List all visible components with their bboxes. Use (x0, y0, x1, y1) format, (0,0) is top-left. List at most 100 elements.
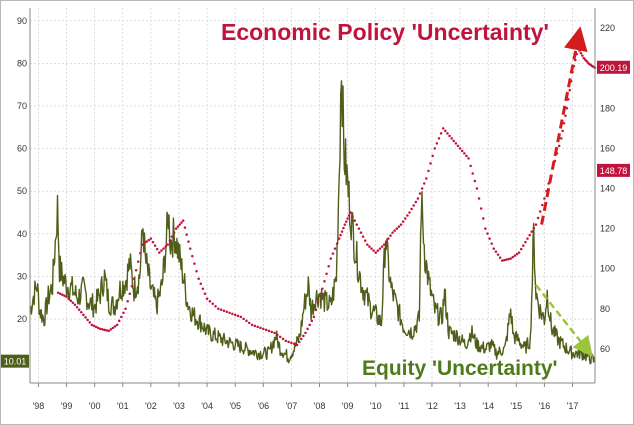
policy-uncertainty-point (75, 306, 79, 309)
policy-uncertainty-point (160, 249, 163, 252)
policy-uncertainty-point (287, 340, 290, 344)
policy-uncertainty-point (94, 325, 98, 329)
policy-uncertainty-point (385, 240, 388, 243)
left-tick-label: 90 (17, 16, 27, 26)
policy-uncertainty-point (124, 307, 127, 311)
policy-uncertainty-point (228, 311, 231, 315)
policy-uncertainty-point (101, 328, 104, 331)
left-tick-label: 40 (17, 229, 27, 239)
policy-uncertainty-point (382, 243, 386, 246)
x-tick-label: '07 (286, 401, 298, 411)
policy-uncertainty-point (467, 157, 470, 160)
policy-uncertainty-point (538, 210, 542, 213)
policy-uncertainty-point (471, 172, 474, 175)
policy-uncertainty-point (509, 257, 512, 260)
policy-uncertainty-point (473, 179, 477, 183)
policy-uncertainty-point (541, 203, 544, 207)
policy-uncertainty-point (201, 287, 205, 290)
policy-uncertainty-point (122, 311, 125, 315)
x-tick-label: '08 (314, 401, 326, 411)
policy-uncertainty-point (401, 220, 405, 223)
policy-uncertainty-point (528, 233, 531, 237)
policy-uncertainty-point (397, 225, 401, 228)
policy-trend-arrow (540, 26, 588, 225)
policy-uncertainty-point (188, 247, 192, 250)
policy-uncertainty-point (395, 227, 399, 230)
policy-uncertainty-point (339, 233, 342, 237)
policy-uncertainty-point (536, 216, 540, 220)
equity-uncertainty-label: Equity 'Uncertainty' (362, 357, 558, 380)
right-tick-label: 120 (600, 224, 615, 234)
policy-uncertainty-point (71, 301, 75, 305)
x-tick-label: '12 (426, 401, 438, 411)
policy-uncertainty-point (530, 230, 534, 233)
policy-uncertainty-point (231, 312, 234, 316)
policy-uncertainty-point (63, 294, 66, 298)
policy-uncertainty-point (292, 342, 296, 346)
policy-uncertainty-point (378, 247, 382, 250)
last-value-text: 200.19 (600, 63, 628, 73)
policy-uncertainty-point (278, 335, 282, 339)
policy-uncertainty-point (399, 223, 403, 226)
policy-uncertainty-point (270, 330, 273, 334)
policy-uncertainty-point (337, 237, 341, 240)
policy-uncertainty-point (217, 307, 220, 311)
policy-uncertainty-point (361, 235, 365, 238)
policy-uncertainty-point (178, 223, 181, 226)
policy-uncertainty-point (300, 337, 303, 341)
policy-uncertainty-point (96, 326, 100, 330)
policy-uncertainty-point (267, 329, 271, 333)
policy-uncertainty-point (578, 49, 581, 52)
x-tick-label: '01 (117, 401, 129, 411)
right-tick-label: 160 (600, 143, 615, 153)
policy-uncertainty-point (427, 169, 430, 173)
policy-uncertainty-point (357, 227, 361, 230)
policy-uncertainty-point (363, 239, 367, 242)
policy-uncertainty-point (503, 258, 506, 262)
policy-uncertainty-point (174, 227, 178, 230)
policy-uncertainty-point (351, 215, 354, 218)
policy-uncertainty-point (117, 319, 121, 323)
policy-uncertainty-point (208, 300, 212, 303)
policy-uncertainty-point (168, 239, 172, 242)
policy-uncertainty-point (412, 204, 415, 207)
policy-uncertainty-point (517, 251, 521, 254)
x-tick-label: '17 (567, 401, 579, 411)
policy-uncertainty-point (519, 247, 523, 251)
right-tick-label: 100 (600, 264, 615, 274)
x-tick-label: '06 (257, 401, 269, 411)
policy-uncertainty-point (314, 308, 318, 312)
last-value-text: 148.78 (600, 166, 628, 176)
policy-uncertainty-point (162, 247, 165, 250)
policy-uncertainty-point (496, 253, 500, 256)
policy-uncertainty-point (180, 221, 183, 224)
policy-uncertainty-point (565, 107, 569, 110)
policy-uncertainty-point (158, 251, 161, 254)
policy-uncertainty-point (199, 282, 203, 285)
policy-uncertainty-point (349, 211, 352, 214)
policy-uncertainty-point (236, 314, 240, 318)
policy-uncertainty-point (448, 134, 451, 138)
x-tick-label: '09 (342, 401, 354, 411)
policy-uncertainty-point (391, 231, 394, 234)
policy-uncertainty-point (193, 262, 196, 265)
policy-uncertainty-point (120, 315, 123, 319)
policy-uncertainty-point (304, 331, 307, 335)
policy-uncertainty-point (113, 325, 117, 328)
x-tick-label: '98 (33, 401, 45, 411)
policy-uncertainty-point (143, 241, 146, 245)
policy-uncertainty-point (321, 287, 324, 290)
policy-uncertainty-point (458, 147, 462, 150)
right-tick-label: 220 (600, 23, 615, 33)
equity-trend-arrow (534, 284, 593, 357)
policy-uncertainty-point (225, 310, 229, 314)
policy-uncertainty-point (342, 226, 345, 230)
labels: 10.01 200.19 148.78 Economic Policy 'Uncert… (1, 19, 630, 380)
policy-uncertainty-point (67, 297, 70, 301)
policy-uncertainty-point (262, 327, 265, 331)
x-tick-label: '05 (229, 401, 241, 411)
policy-uncertainty-point (355, 223, 359, 226)
policy-uncertainty-point (181, 219, 185, 222)
x-tick-label: '00 (89, 401, 101, 411)
